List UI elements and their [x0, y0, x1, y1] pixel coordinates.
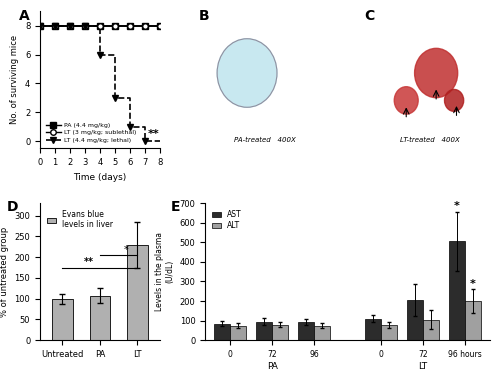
X-axis label: Time (days): Time (days): [73, 173, 126, 182]
Legend: Evans blue
levels in liver: Evans blue levels in liver: [44, 207, 116, 232]
Bar: [230, 325, 246, 340]
Bar: [52, 299, 72, 340]
Text: A: A: [18, 9, 29, 23]
Bar: [127, 245, 148, 340]
Circle shape: [394, 87, 418, 114]
Bar: [423, 320, 439, 340]
Bar: [214, 324, 230, 340]
Y-axis label: % of untreated group: % of untreated group: [0, 226, 9, 317]
Circle shape: [217, 39, 277, 107]
Bar: [314, 325, 330, 340]
Bar: [272, 325, 288, 340]
Bar: [298, 322, 314, 340]
Text: E: E: [171, 200, 180, 214]
Circle shape: [444, 90, 464, 112]
Text: B: B: [199, 9, 210, 23]
Y-axis label: Levels in the plasma
(U/dL): Levels in the plasma (U/dL): [154, 232, 174, 311]
Text: C: C: [364, 9, 374, 23]
Text: **: **: [148, 129, 160, 139]
Text: *: *: [470, 279, 476, 289]
Text: LT-treated   400X: LT-treated 400X: [400, 137, 460, 143]
Bar: [449, 241, 465, 340]
Bar: [407, 300, 423, 340]
Bar: [465, 301, 481, 340]
Bar: [256, 322, 272, 340]
Text: D: D: [6, 200, 18, 214]
Legend: PA (4.4 mg/kg), LT (3 mg/kg; sublethal), LT (4.4 mg/kg; lethal): PA (4.4 mg/kg), LT (3 mg/kg; sublethal),…: [43, 120, 139, 145]
Text: PA: PA: [266, 362, 278, 371]
Legend: AST, ALT: AST, ALT: [209, 207, 245, 233]
Text: *: *: [124, 245, 128, 255]
Text: LT: LT: [418, 362, 428, 371]
Text: PA-treated   400X: PA-treated 400X: [234, 137, 296, 143]
Text: **: **: [84, 257, 94, 268]
Text: *: *: [454, 201, 460, 211]
Circle shape: [414, 48, 458, 98]
Bar: [365, 319, 381, 340]
Bar: [381, 325, 397, 340]
Y-axis label: No. of surviving mice: No. of surviving mice: [10, 35, 20, 124]
Bar: [90, 296, 110, 340]
